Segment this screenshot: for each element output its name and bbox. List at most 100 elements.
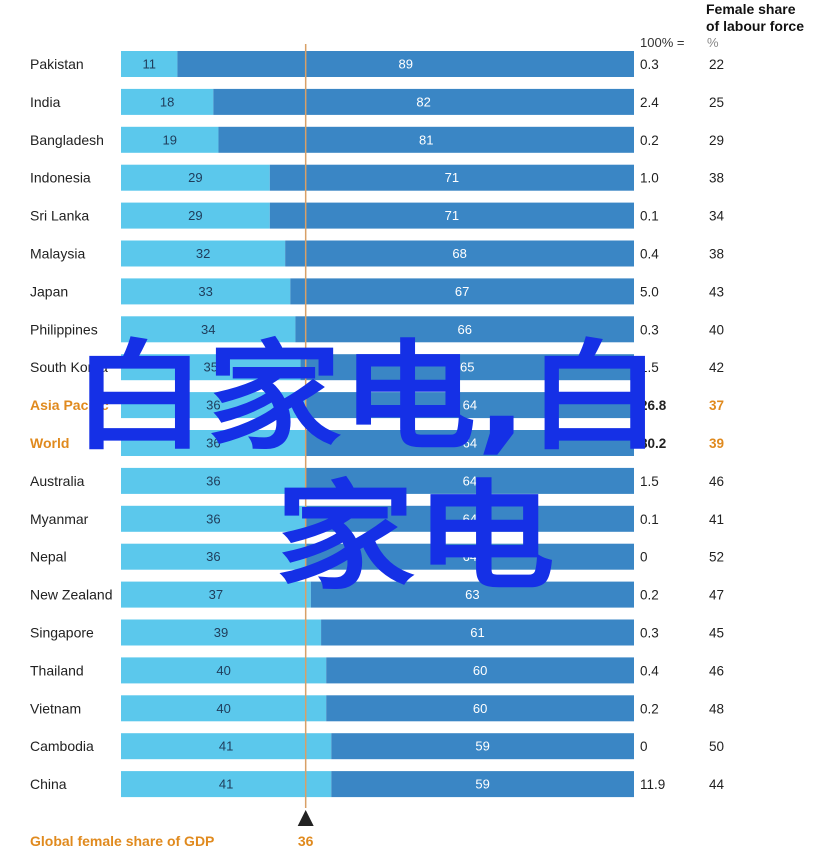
bar-japan-series-2: [290, 278, 634, 305]
bar-thailand-series-1: [121, 657, 327, 684]
data-label-bangladesh-series-2: 81: [419, 132, 433, 147]
bar-indonesia-series-1: [121, 164, 270, 191]
labour-share-singapore: 45: [709, 626, 724, 641]
total-value-india: 2.4: [640, 95, 659, 110]
reference-value: 36: [298, 833, 314, 849]
total-value-australia: 1.5: [640, 474, 659, 489]
labour-share-bangladesh: 29: [709, 133, 724, 148]
category-label-cambodia: Cambodia: [30, 738, 94, 754]
data-label-india-series-2: 82: [416, 94, 430, 109]
labour-share-vietnam: 48: [709, 701, 724, 716]
category-label-singapore: Singapore: [30, 625, 94, 641]
data-label-asia-pacific-series-2: 64: [463, 398, 477, 413]
bar-singapore-series-1: [121, 619, 322, 646]
data-label-singapore-series-2: 61: [470, 625, 484, 640]
bar-china-series-1: [121, 771, 332, 798]
bar-india-series-2: [213, 88, 634, 115]
data-label-australia-series-1: 36: [206, 473, 220, 488]
total-value-cambodia: 0: [640, 739, 648, 754]
bar-new-zealand-series-1: [121, 581, 311, 608]
category-label-bangladesh: Bangladesh: [30, 132, 104, 148]
overlay-text-line2: 家电: [275, 468, 555, 606]
total-value-sri-lanka: 0.1: [640, 209, 659, 224]
data-label-pakistan-series-2: 89: [398, 57, 412, 72]
bar-sri-lanka-series-2: [269, 202, 634, 229]
category-label-malaysia: Malaysia: [30, 246, 85, 262]
total-value-south-korea: 1.5: [640, 360, 659, 375]
data-label-thailand-series-2: 60: [473, 663, 487, 678]
data-label-sri-lanka-series-1: 29: [188, 208, 202, 223]
data-label-new-zealand-series-1: 37: [209, 587, 223, 602]
total-value-world: 80.2: [640, 436, 666, 451]
category-label-asia-pacific: Asia Pacific: [30, 397, 109, 413]
bar-vietnam-series-1: [121, 695, 327, 722]
labour-share-south-korea: 42: [709, 360, 724, 375]
data-label-malaysia-series-1: 32: [196, 246, 210, 261]
data-label-myanmar-series-1: 36: [206, 511, 220, 526]
header-labour-line2: of labour force: [706, 18, 804, 34]
category-label-myanmar: Myanmar: [30, 511, 89, 527]
data-label-australia-series-2: 64: [463, 473, 477, 488]
data-label-china-series-1: 41: [219, 777, 233, 792]
labour-share-philippines: 40: [709, 322, 724, 337]
data-label-myanmar-series-2: 64: [463, 511, 477, 526]
bar-world-series-1: [121, 430, 306, 456]
bar-asia-pacific-series-2: [305, 392, 634, 419]
data-label-japan-series-2: 67: [455, 284, 469, 299]
category-label-indonesia: Indonesia: [30, 170, 91, 186]
bars-layer: [121, 51, 634, 798]
bar-thailand-series-2: [326, 657, 634, 684]
data-label-japan-series-1: 33: [198, 284, 212, 299]
category-label-vietnam: Vietnam: [30, 700, 81, 716]
labour-share-australia: 46: [709, 474, 724, 489]
labour-share-indonesia: 38: [709, 171, 724, 186]
category-label-india: India: [30, 94, 61, 110]
bar-world-series-2: [305, 430, 634, 456]
data-label-malaysia-series-2: 68: [452, 246, 466, 261]
data-label-indonesia-series-1: 29: [188, 170, 202, 185]
header-100pct: 100% =: [640, 35, 684, 50]
bar-myanmar-series-1: [121, 505, 306, 532]
bar-pakistan-series-1: [121, 51, 178, 77]
data-label-world-series-1: 36: [206, 436, 220, 451]
bar-bangladesh-series-1: [121, 126, 219, 153]
total-value-asia-pacific: 26.8: [640, 398, 667, 413]
bar-south-korea-series-2: [300, 354, 634, 381]
category-label-south-korea: South Korea: [30, 359, 108, 375]
overlay-text-line1: 白家电,白: [72, 328, 662, 466]
data-label-sri-lanka-series-2: 71: [445, 208, 459, 223]
bar-vietnam-series-2: [326, 695, 634, 722]
total-value-myanmar: 0.1: [640, 512, 659, 527]
labour-share-myanmar: 41: [709, 512, 724, 527]
labour-share-new-zealand: 47: [709, 588, 724, 603]
bar-sri-lanka-series-1: [121, 202, 270, 229]
bar-philippines-series-1: [121, 316, 296, 343]
bar-malaysia-series-2: [285, 240, 634, 267]
header-labour-unit: %: [707, 35, 719, 50]
bar-nepal-series-2: [305, 543, 634, 570]
labour-share-thailand: 46: [709, 663, 724, 678]
reference-caption: Global female share of GDP: [30, 833, 214, 849]
labour-share-world: 39: [709, 436, 724, 451]
category-label-pakistan: Pakistan: [30, 56, 84, 72]
bar-myanmar-series-2: [305, 505, 634, 532]
category-label-japan: Japan: [30, 283, 68, 299]
bar-cambodia-series-2: [331, 733, 634, 760]
total-value-bangladesh: 0.2: [640, 133, 659, 148]
data-label-china-series-2: 59: [475, 777, 489, 792]
labour-share-sri-lanka: 34: [709, 209, 725, 224]
data-label-nepal-series-2: 64: [463, 549, 477, 564]
data-label-vietnam-series-2: 60: [473, 701, 487, 716]
bar-philippines-series-2: [295, 316, 634, 343]
data-label-pakistan-series-1: 11: [142, 57, 156, 72]
data-label-vietnam-series-1: 40: [216, 701, 230, 716]
bar-china-series-2: [331, 771, 634, 798]
total-value-indonesia: 1.0: [640, 171, 659, 186]
labour-share-malaysia: 38: [709, 247, 724, 262]
data-label-bangladesh-series-1: 19: [163, 132, 177, 147]
data-label-indonesia-series-2: 71: [445, 170, 459, 185]
total-value-thailand: 0.4: [640, 663, 659, 678]
data-label-india-series-1: 18: [160, 94, 174, 109]
category-label-china: China: [30, 776, 67, 792]
category-label-philippines: Philippines: [30, 321, 98, 337]
